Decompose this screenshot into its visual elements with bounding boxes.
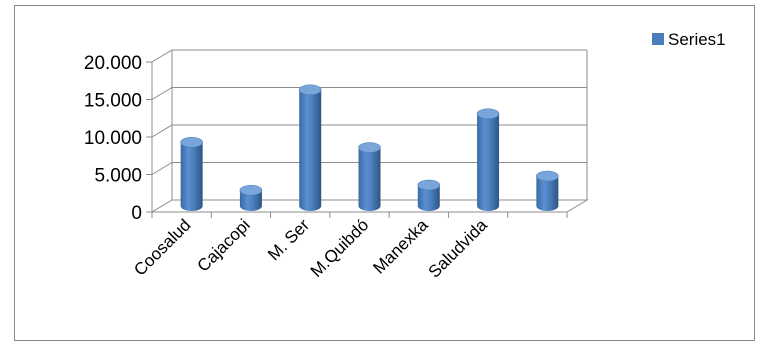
bar-body — [180, 142, 203, 211]
bar — [298, 84, 322, 211]
bar-body — [358, 147, 381, 211]
y-tick-label: 5.000 — [94, 166, 142, 187]
y-tick-label: 10.000 — [84, 128, 142, 149]
y-tick-label: 15.000 — [84, 91, 142, 112]
x-category-label: M. Ser — [264, 215, 313, 264]
gridline — [151, 162, 587, 175]
bar — [358, 142, 381, 211]
bar-top — [476, 108, 500, 120]
gridline — [151, 49, 587, 63]
bar-body — [417, 185, 440, 211]
bar-top — [417, 179, 441, 191]
bar — [476, 108, 500, 211]
x-axis-labels: Coosalud Cajacopi M. SerM.QuibdóManexkaSal… — [130, 215, 491, 282]
bar — [536, 170, 559, 211]
bar-top — [298, 84, 322, 96]
x-category-label: Saludvida — [425, 215, 492, 282]
legend-label: Series1 — [668, 30, 726, 49]
x-category-label: Coosalud — [130, 215, 194, 279]
y-axis-ticks: 0 5.000 10.000 15.000 20.000 — [84, 53, 152, 224]
bar-body — [299, 89, 322, 211]
bars — [180, 84, 559, 211]
bar-top — [180, 136, 203, 148]
x-category-label: Manexka — [369, 215, 432, 278]
bar-body — [239, 190, 262, 211]
chart-frame — [14, 5, 755, 341]
y-tick-label: 20.000 — [84, 53, 142, 74]
y-tick-label: 0 — [131, 203, 142, 224]
x-category-label: M.Quibdó — [307, 215, 373, 281]
bar — [417, 179, 441, 211]
bar-top — [358, 142, 381, 153]
bar-body — [536, 176, 559, 211]
bar-top — [239, 184, 263, 196]
gridline — [151, 124, 587, 138]
legend-swatch — [652, 33, 664, 45]
bar — [180, 136, 203, 211]
bar — [239, 184, 263, 211]
legend: Series1 — [652, 30, 726, 49]
bar-top — [536, 170, 559, 182]
x-category-label: Cajacopi — [194, 215, 254, 275]
bar-body — [477, 113, 500, 211]
gridline — [151, 87, 587, 100]
